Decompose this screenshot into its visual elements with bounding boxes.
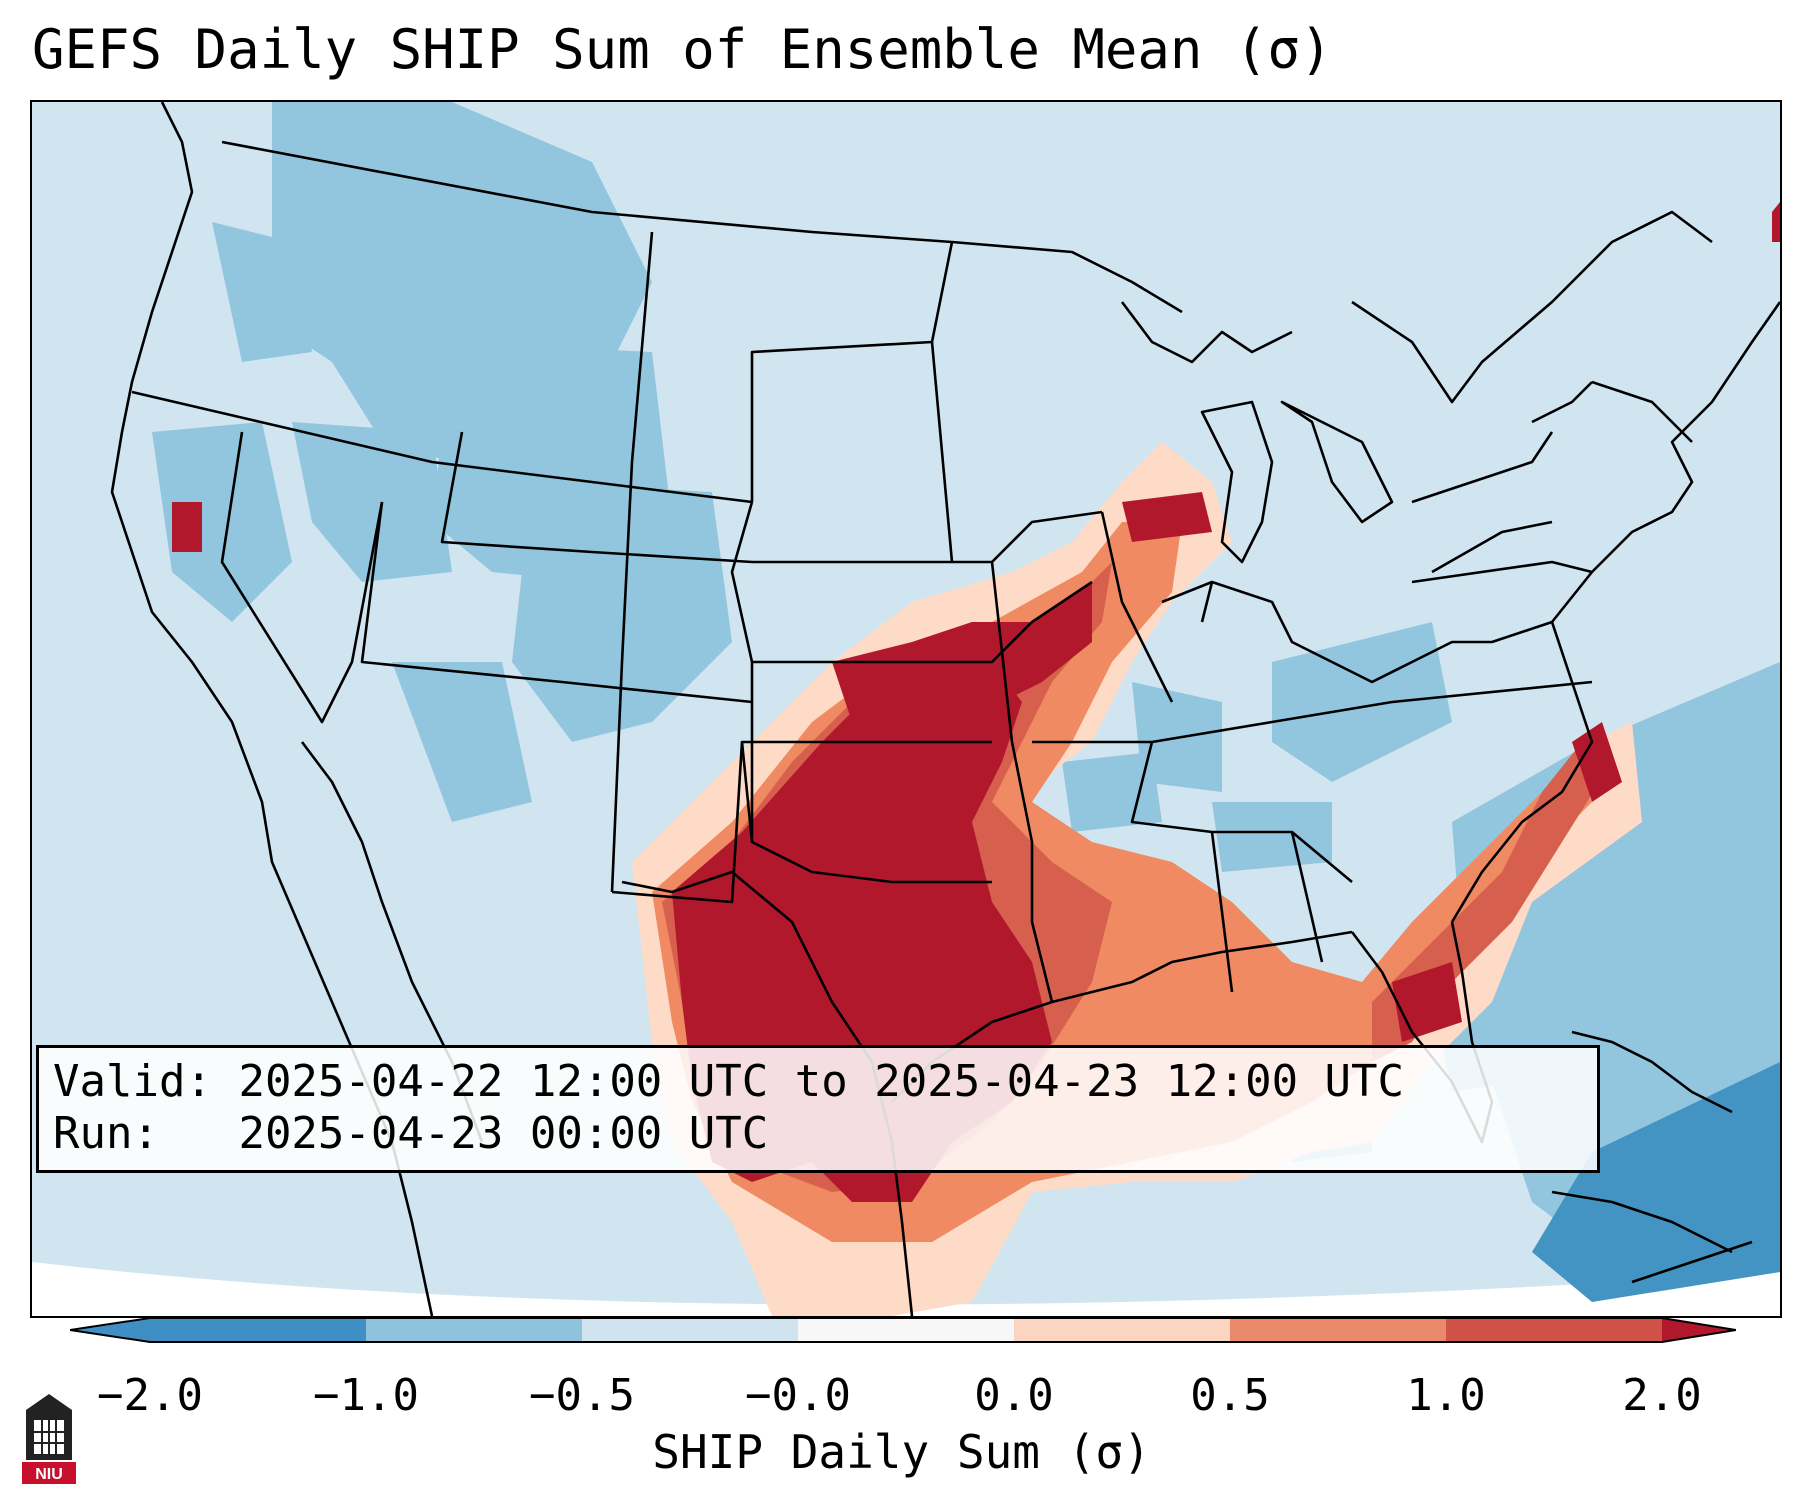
colorbar-segment xyxy=(1230,1318,1446,1342)
validity-info-box: Valid: 2025-04-22 12:00 UTC to 2025-04-2… xyxy=(36,1045,1600,1173)
run-row: Run: 2025-04-23 00:00 UTC xyxy=(53,1108,1583,1160)
colorbar xyxy=(70,1317,1736,1343)
colorbar-right-extension xyxy=(1662,1318,1736,1342)
georgia-anomaly-core xyxy=(1392,962,1462,1042)
virginia-anomaly-core xyxy=(1572,722,1622,802)
colorbar-segment xyxy=(582,1318,798,1342)
colorbar-tick-label: 0.0 xyxy=(974,1370,1054,1421)
colorbar-left-extension xyxy=(70,1318,150,1342)
niu-logo: NIU xyxy=(22,1394,76,1484)
western-negative-anomalies xyxy=(152,102,1522,1162)
coastlines-and-borders xyxy=(110,102,1780,1316)
logo-text: NIU xyxy=(35,1466,63,1483)
lake-michigan-anomaly-core xyxy=(1122,492,1212,542)
colorbar-segment xyxy=(366,1318,582,1342)
colorbar-tick-label: −2.0 xyxy=(97,1370,203,1421)
california-anomaly-core xyxy=(172,502,202,552)
colorbar-outline xyxy=(70,1317,1736,1343)
colorbar-tick-label: 1.0 xyxy=(1406,1370,1486,1421)
caribbean-anomaly xyxy=(1532,1062,1780,1302)
valid-row: Valid: 2025-04-22 12:00 UTC to 2025-04-2… xyxy=(53,1056,1583,1108)
colorbar-segment xyxy=(798,1318,1014,1342)
colorbar-tick-label: 2.0 xyxy=(1622,1370,1702,1421)
nova-scotia-anomaly-core xyxy=(1772,202,1780,242)
colorbar-segment xyxy=(1014,1318,1230,1342)
colorbar-segment xyxy=(150,1318,366,1342)
colorbar-label: SHIP Daily Sum (σ) xyxy=(652,1425,1151,1479)
colorbar-tick-label: −1.0 xyxy=(313,1370,419,1421)
colorbar-segment xyxy=(1446,1318,1662,1342)
colorbar-tick-label: 0.5 xyxy=(1190,1370,1270,1421)
colorbar-tick-label: −0.0 xyxy=(745,1370,851,1421)
run-label: Run: xyxy=(53,1108,159,1159)
map-title: GEFS Daily SHIP Sum of Ensemble Mean (σ) xyxy=(32,18,1333,81)
run-value: 2025-04-23 00:00 UTC xyxy=(238,1108,769,1159)
valid-value: 2025-04-22 12:00 UTC to 2025-04-23 12:00… xyxy=(238,1056,1405,1107)
plains-anomaly-core xyxy=(832,582,1092,722)
projection-outside-region xyxy=(32,1262,1780,1316)
valid-label: Valid: xyxy=(53,1056,212,1107)
colorbar-tick-label: −0.5 xyxy=(529,1370,635,1421)
